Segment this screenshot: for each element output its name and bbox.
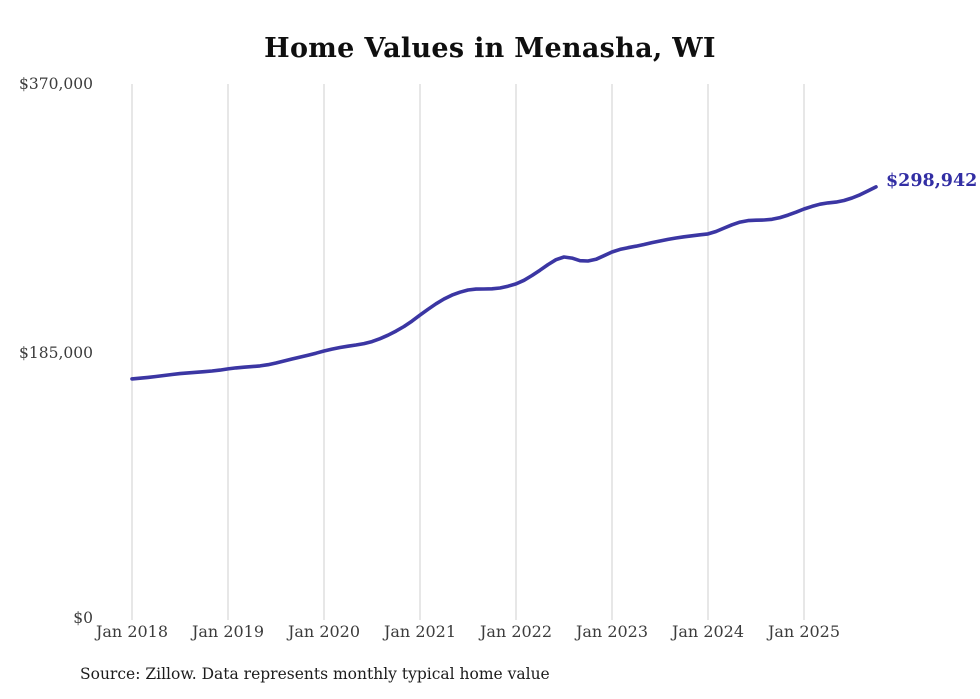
- x-axis-tick-label: Jan 2022: [479, 622, 553, 641]
- y-axis-tick-185000: $185,000: [19, 344, 93, 362]
- chart-title: Home Values in Menasha, WI: [264, 33, 716, 64]
- x-axis-tick-label: Jan 2021: [383, 622, 457, 641]
- source-note: Source: Zillow. Data represents monthly …: [80, 665, 550, 683]
- current-value-label: $298,942: [886, 171, 978, 191]
- year-gridlines: [131, 84, 805, 620]
- home-value-line: [130, 185, 878, 381]
- y-axis-tick-0: $0: [73, 609, 93, 627]
- x-axis-tick-label: Jan 2023: [575, 622, 649, 641]
- x-axis-tick-label: Jan 2019: [191, 622, 265, 641]
- x-axis-tick-label: Jan 2025: [767, 622, 841, 641]
- x-axis-tick-label: Jan 2024: [671, 622, 745, 641]
- y-axis-tick-370000: $370,000: [19, 75, 93, 93]
- x-axis-tick-label: Jan 2020: [287, 622, 361, 641]
- x-axis-tick-label: Jan 2018: [95, 622, 169, 641]
